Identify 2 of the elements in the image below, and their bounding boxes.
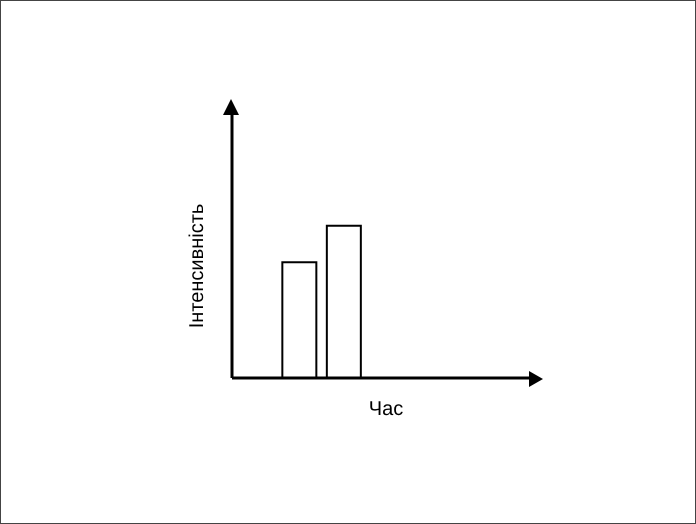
x-axis-title: Час xyxy=(368,398,404,421)
y-axis-title: Інтенсивність xyxy=(186,202,209,330)
